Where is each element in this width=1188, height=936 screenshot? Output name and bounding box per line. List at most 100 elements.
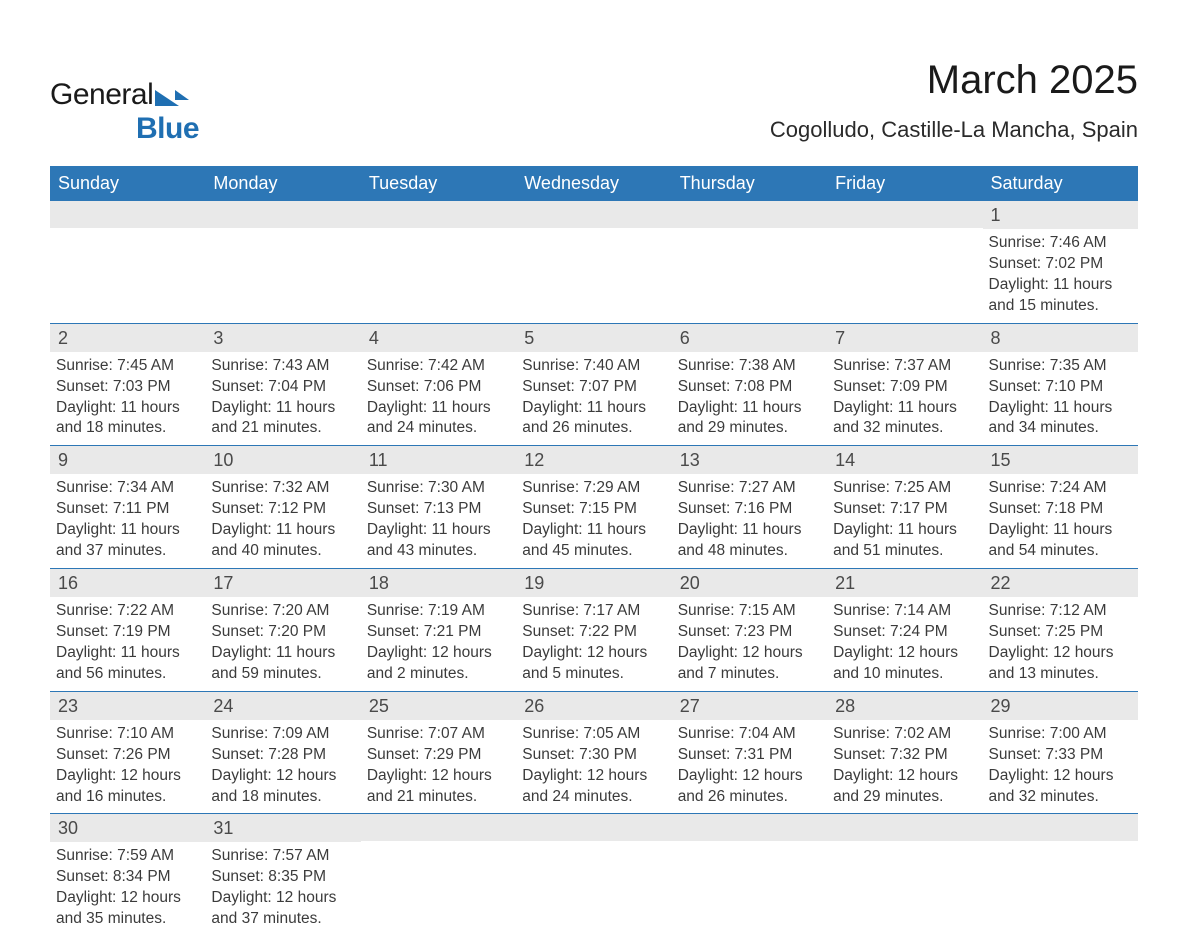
day-sunset: Sunset: 7:10 PM (989, 377, 1132, 398)
day-sunset: Sunset: 7:24 PM (833, 622, 976, 643)
brand-logo: General Blue (50, 78, 199, 146)
page-subtitle: Cogolludo, Castille-La Mancha, Spain (770, 117, 1138, 143)
calendar-week: 16Sunrise: 7:22 AMSunset: 7:19 PMDayligh… (50, 568, 1138, 691)
day-d1: Daylight: 12 hours (56, 766, 199, 787)
title-block: March 2025 Cogolludo, Castille-La Mancha… (770, 58, 1138, 143)
day-d2: and 24 minutes. (367, 418, 510, 439)
calendar-day: 6Sunrise: 7:38 AMSunset: 7:08 PMDaylight… (672, 324, 827, 446)
day-number: 13 (672, 446, 827, 474)
day-sunset: Sunset: 7:19 PM (56, 622, 199, 643)
day-number: 14 (827, 446, 982, 474)
day-d1: Daylight: 11 hours (989, 520, 1132, 541)
calendar-day: 11Sunrise: 7:30 AMSunset: 7:13 PMDayligh… (361, 446, 516, 568)
calendar-day: 14Sunrise: 7:25 AMSunset: 7:17 PMDayligh… (827, 446, 982, 568)
day-number: 9 (50, 446, 205, 474)
calendar-day: 2Sunrise: 7:45 AMSunset: 7:03 PMDaylight… (50, 324, 205, 446)
day-d1: Daylight: 12 hours (367, 766, 510, 787)
day-number: 15 (983, 446, 1138, 474)
brand-word2: Blue (136, 112, 199, 145)
weekday-header: Friday (827, 166, 982, 201)
day-sunset: Sunset: 7:33 PM (989, 745, 1132, 766)
day-number: 23 (50, 692, 205, 720)
day-d2: and 10 minutes. (833, 664, 976, 685)
day-number: 21 (827, 569, 982, 597)
calendar-day-empty (827, 201, 982, 323)
day-sunrise: Sunrise: 7:43 AM (211, 356, 354, 377)
day-sunset: Sunset: 7:02 PM (989, 254, 1132, 275)
day-d1: Daylight: 11 hours (211, 520, 354, 541)
day-d2: and 54 minutes. (989, 541, 1132, 562)
day-d1: Daylight: 11 hours (833, 398, 976, 419)
day-sunset: Sunset: 7:31 PM (678, 745, 821, 766)
weekday-header-row: SundayMondayTuesdayWednesdayThursdayFrid… (50, 166, 1138, 201)
day-sunrise: Sunrise: 7:37 AM (833, 356, 976, 377)
day-number-empty (827, 814, 982, 841)
day-d2: and 16 minutes. (56, 787, 199, 808)
day-d2: and 29 minutes. (678, 418, 821, 439)
calendar-day: 26Sunrise: 7:05 AMSunset: 7:30 PMDayligh… (516, 692, 671, 814)
day-number: 11 (361, 446, 516, 474)
day-sunset: Sunset: 7:15 PM (522, 499, 665, 520)
day-number: 24 (205, 692, 360, 720)
day-sunrise: Sunrise: 7:25 AM (833, 478, 976, 499)
calendar-day: 22Sunrise: 7:12 AMSunset: 7:25 PMDayligh… (983, 569, 1138, 691)
day-sunset: Sunset: 7:12 PM (211, 499, 354, 520)
day-d1: Daylight: 11 hours (56, 643, 199, 664)
calendar-day: 9Sunrise: 7:34 AMSunset: 7:11 PMDaylight… (50, 446, 205, 568)
calendar-day: 19Sunrise: 7:17 AMSunset: 7:22 PMDayligh… (516, 569, 671, 691)
day-number: 16 (50, 569, 205, 597)
day-d2: and 24 minutes. (522, 787, 665, 808)
calendar-day: 13Sunrise: 7:27 AMSunset: 7:16 PMDayligh… (672, 446, 827, 568)
day-number-empty (516, 201, 671, 228)
day-d1: Daylight: 11 hours (56, 398, 199, 419)
calendar-day: 1 Sunrise: 7:46 AMSunset: 7:02 PMDaylight… (983, 201, 1138, 323)
day-sunset: Sunset: 7:17 PM (833, 499, 976, 520)
day-number: 25 (361, 692, 516, 720)
day-d1: Daylight: 11 hours (522, 398, 665, 419)
day-number: 19 (516, 569, 671, 597)
weekday-header: Monday (205, 166, 360, 201)
day-sunset: Sunset: 7:30 PM (522, 745, 665, 766)
day-sunrise: Sunrise: 7:04 AM (678, 724, 821, 745)
day-number: 4 (361, 324, 516, 352)
day-d2: and 35 minutes. (56, 909, 199, 930)
day-number-empty (672, 814, 827, 841)
calendar-day-empty (361, 201, 516, 323)
day-number: 8 (983, 324, 1138, 352)
day-d1: Daylight: 11 hours (989, 275, 1132, 296)
day-d2: and 45 minutes. (522, 541, 665, 562)
day-sunrise: Sunrise: 7:19 AM (367, 601, 510, 622)
day-sunrise: Sunrise: 7:45 AM (56, 356, 199, 377)
day-d2: and 43 minutes. (367, 541, 510, 562)
day-sunset: Sunset: 7:16 PM (678, 499, 821, 520)
day-sunset: Sunset: 7:26 PM (56, 745, 199, 766)
calendar-day: 20Sunrise: 7:15 AMSunset: 7:23 PMDayligh… (672, 569, 827, 691)
day-number: 10 (205, 446, 360, 474)
day-number: 1 (983, 201, 1138, 229)
day-d1: Daylight: 12 hours (522, 766, 665, 787)
day-d2: and 59 minutes. (211, 664, 354, 685)
day-d2: and 26 minutes. (678, 787, 821, 808)
day-sunrise: Sunrise: 7:46 AM (989, 233, 1132, 254)
day-d2: and 37 minutes. (211, 909, 354, 930)
weekday-header: Tuesday (361, 166, 516, 201)
day-d1: Daylight: 11 hours (211, 643, 354, 664)
day-sunset: Sunset: 7:11 PM (56, 499, 199, 520)
day-d2: and 18 minutes. (211, 787, 354, 808)
weekday-header: Wednesday (516, 166, 671, 201)
weekday-header: Thursday (672, 166, 827, 201)
day-sunrise: Sunrise: 7:24 AM (989, 478, 1132, 499)
day-number: 7 (827, 324, 982, 352)
brand-triangle-icon-2 (175, 90, 189, 100)
day-d2: and 29 minutes. (833, 787, 976, 808)
day-sunset: Sunset: 7:03 PM (56, 377, 199, 398)
day-sunset: Sunset: 7:23 PM (678, 622, 821, 643)
day-number: 30 (50, 814, 205, 842)
day-sunset: Sunset: 8:34 PM (56, 867, 199, 888)
day-number-empty (361, 201, 516, 228)
calendar-day-empty (50, 201, 205, 323)
day-d1: Daylight: 12 hours (211, 888, 354, 909)
day-sunrise: Sunrise: 7:10 AM (56, 724, 199, 745)
header-area: General Blue March 2025 Cogolludo, Casti… (50, 50, 1138, 160)
day-sunrise: Sunrise: 7:32 AM (211, 478, 354, 499)
